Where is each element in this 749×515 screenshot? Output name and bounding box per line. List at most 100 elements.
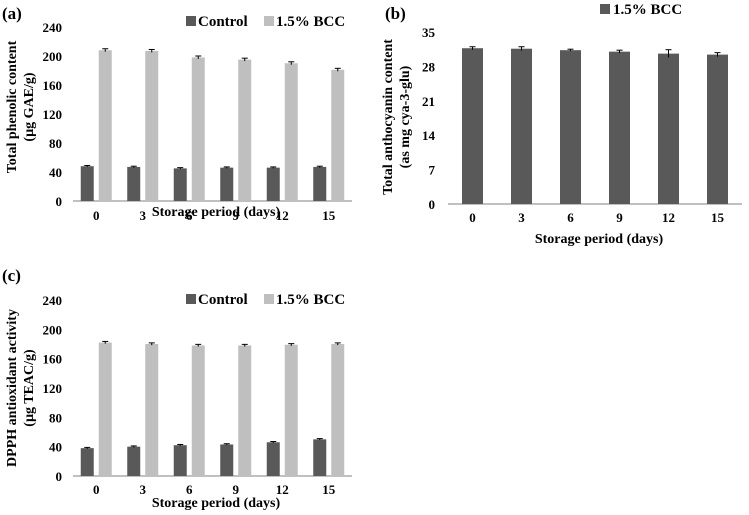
panel-a-ylabel-line1: Total phenolic content — [5, 40, 20, 173]
bar-1-5-bcc-day-6 — [560, 50, 581, 204]
panel-c-ylabel-line2: (µg TEAC/g) — [22, 349, 37, 427]
x-tick-label: 12 — [276, 482, 289, 497]
bar-1-5-bcc-day-15 — [331, 344, 345, 476]
legend-swatch-bcc — [264, 16, 274, 26]
y-tick-label: 28 — [422, 59, 436, 74]
bar-1-5-bcc-day-9 — [609, 51, 630, 205]
bar-control-day-3 — [127, 446, 141, 476]
bar-1-5-bcc-day-12 — [658, 53, 679, 204]
legend-swatch-bcc — [264, 294, 274, 304]
legend-label-bcc: 1.5% BCC — [613, 2, 682, 18]
y-tick-label: 200 — [43, 49, 63, 64]
legend-swatch-control — [186, 16, 196, 26]
bar-control-day-9 — [220, 444, 234, 476]
panel-b-plot: 0 7 14 21 28 35 0 3 6 9 12 15 — [422, 25, 742, 225]
bar-control-day-9 — [220, 167, 234, 201]
legend-swatch-control — [186, 294, 196, 304]
legend-label-control: Control — [198, 292, 248, 308]
y-tick-label: 40 — [49, 440, 62, 455]
y-tick-label: 40 — [49, 165, 62, 180]
bar-control-day-6 — [173, 445, 187, 476]
panel-b-xlabel: Storage period (days) — [535, 232, 664, 247]
x-tick-label: 12 — [662, 210, 675, 225]
x-tick-label: 3 — [140, 208, 147, 223]
y-tick-label: 200 — [43, 322, 63, 337]
y-tick-label: 160 — [43, 352, 63, 367]
y-tick-label: 120 — [43, 107, 63, 122]
bar-1-5-bcc-day-6 — [191, 345, 205, 476]
bar-1-5-bcc-day-3 — [145, 344, 159, 476]
x-tick-label: 12 — [276, 208, 289, 223]
panel-b-label: (b) — [385, 4, 406, 23]
y-tick-label: 160 — [43, 78, 63, 93]
panel-c-label: (c) — [2, 266, 21, 285]
bar-control-day-15 — [313, 439, 327, 476]
y-tick-label: 14 — [422, 128, 436, 143]
bar-1-5-bcc-day-12 — [284, 63, 298, 201]
x-tick-label: 15 — [711, 210, 725, 225]
x-tick-label: 6 — [567, 210, 574, 225]
bar-control-day-0 — [80, 448, 94, 476]
x-tick-label: 9 — [233, 208, 240, 223]
legend-label-bcc: 1.5% BCC — [276, 292, 345, 308]
panel-c-legend: Control 1.5% BCC — [186, 292, 345, 308]
y-tick-label: 35 — [422, 25, 436, 40]
y-tick-label: 21 — [422, 94, 435, 109]
bar-1-5-bcc-day-3 — [145, 50, 159, 201]
panel-c-xlabel: Storage period (days) — [152, 496, 281, 511]
chart-panel-a: (a) Control 1.5% BCC Total phenolic cont… — [2, 4, 352, 223]
bar-1-5-bcc-day-9 — [238, 59, 252, 201]
legend-swatch-bcc — [600, 4, 610, 14]
panel-b-ylabel-line1: Total anthocyanin content — [381, 39, 396, 195]
bar-1-5-bcc-day-3 — [511, 48, 532, 204]
x-tick-label: 15 — [322, 482, 336, 497]
bar-control-day-0 — [80, 166, 94, 201]
bar-1-5-bcc-day-0 — [98, 50, 112, 202]
panel-a-ylabel-line2: (µg GAE/g) — [22, 72, 37, 141]
panel-c-ylabel-line1: DPPH antioxidant activity — [5, 309, 20, 467]
y-tick-label: 7 — [429, 163, 436, 178]
y-tick-label: 0 — [429, 197, 436, 212]
bar-1-5-bcc-day-0 — [98, 342, 112, 476]
panel-a-xlabel: Storage period (days) — [152, 205, 281, 220]
x-tick-label: 0 — [469, 210, 476, 225]
panel-b-ylabel-line2: (as mg cya-3-glu) — [398, 65, 413, 168]
bar-1-5-bcc-day-15 — [331, 69, 345, 202]
bar-control-day-12 — [266, 167, 280, 201]
panel-a-plot: 0 40 80 120 160 200 240 0 3 6 9 12 15 — [43, 20, 352, 223]
x-tick-label: 0 — [93, 208, 100, 223]
x-tick-label: 9 — [233, 482, 240, 497]
y-tick-label: 120 — [43, 381, 63, 396]
y-tick-label: 0 — [56, 194, 63, 209]
bar-control-day-15 — [313, 166, 327, 201]
bar-1-5-bcc-day-0 — [462, 48, 483, 204]
legend-label-control: Control — [198, 14, 248, 30]
bar-1-5-bcc-day-12 — [284, 344, 298, 476]
panel-a-legend: Control 1.5% BCC — [186, 14, 345, 30]
y-tick-label: 240 — [43, 293, 63, 308]
x-tick-label: 15 — [322, 208, 336, 223]
bar-control-day-3 — [127, 166, 141, 201]
chart-panel-c: (c) Control 1.5% BCC DPPH antioxidant ac… — [2, 266, 352, 511]
chart-panel-b: (b) 1.5% BCC Total anthocyanin content (… — [381, 2, 742, 247]
panel-b-legend: 1.5% BCC — [600, 2, 682, 18]
y-tick-label: 0 — [56, 469, 63, 484]
bar-control-day-12 — [266, 442, 280, 476]
y-tick-label: 240 — [43, 20, 63, 35]
bar-control-day-6 — [173, 168, 187, 201]
x-tick-label: 3 — [518, 210, 525, 225]
y-tick-label: 80 — [49, 136, 62, 151]
x-tick-label: 0 — [93, 482, 100, 497]
bar-1-5-bcc-day-9 — [238, 345, 252, 476]
x-tick-label: 9 — [616, 210, 623, 225]
bar-1-5-bcc-day-6 — [191, 57, 205, 202]
y-tick-label: 80 — [49, 410, 62, 425]
x-tick-label: 6 — [186, 208, 193, 223]
legend-label-bcc: 1.5% BCC — [276, 14, 345, 30]
x-tick-label: 6 — [186, 482, 193, 497]
bar-1-5-bcc-day-15 — [707, 54, 728, 204]
panel-a-label: (a) — [2, 4, 22, 23]
panel-c-plot: 0 40 80 120 160 200 240 0 3 6 9 12 15 — [43, 293, 352, 497]
x-tick-label: 3 — [140, 482, 147, 497]
